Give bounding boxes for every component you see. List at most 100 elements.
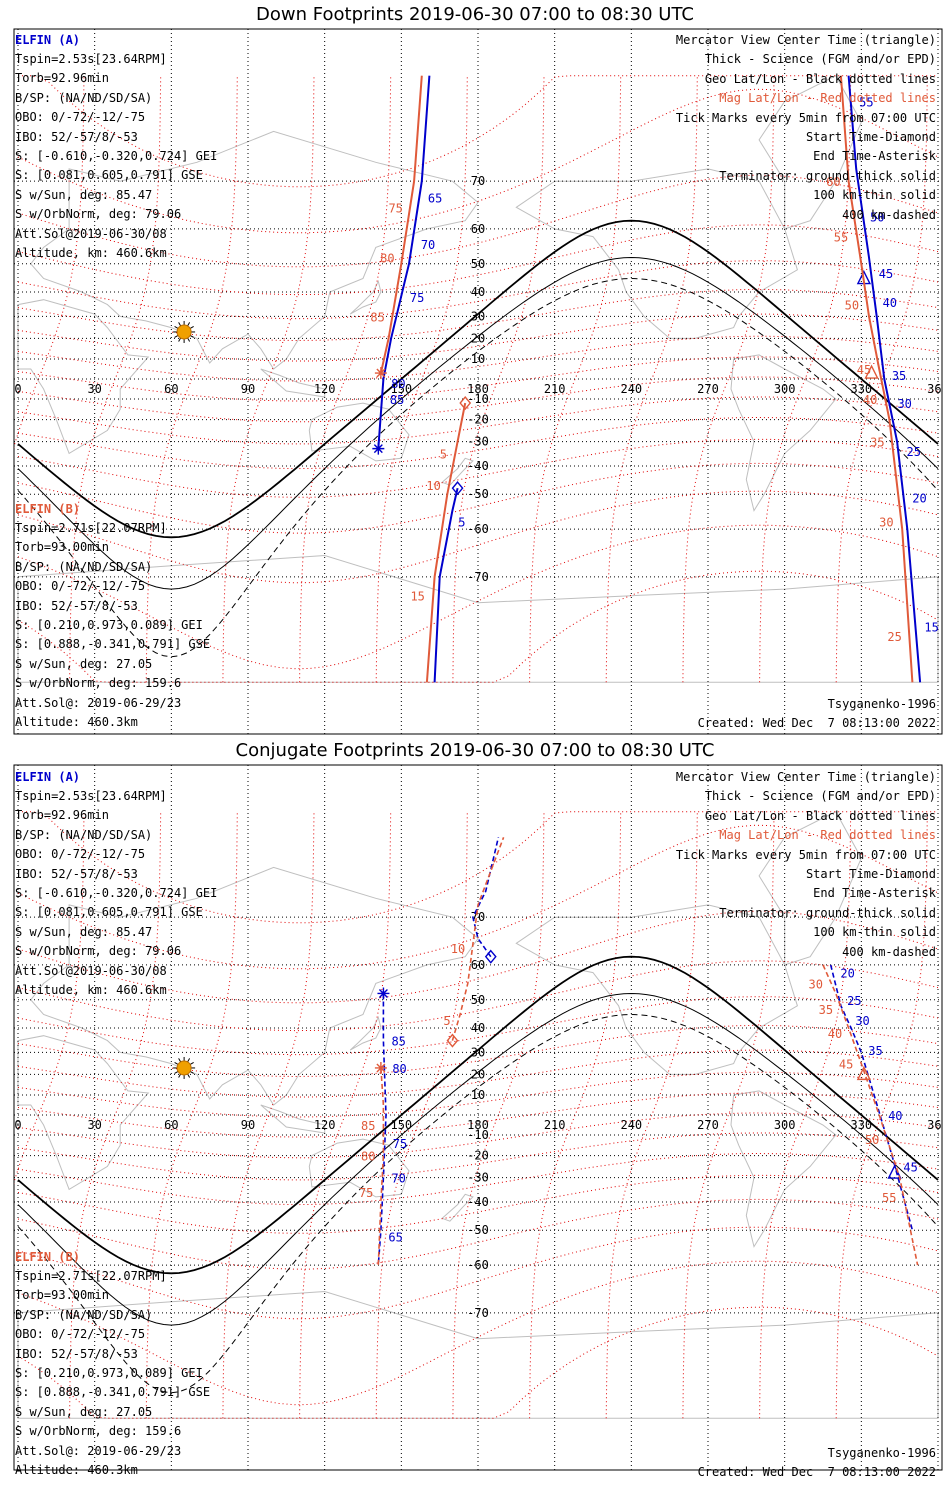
created-label: Created: Wed Dec 7 08:13:00 2022 xyxy=(697,716,936,730)
coastline xyxy=(17,1290,939,1419)
mag-parallel xyxy=(17,174,939,268)
x-tick-label: 150 xyxy=(390,382,412,396)
start-diamond-marker xyxy=(446,1033,459,1048)
x-tick-label: 300 xyxy=(774,1118,796,1132)
info-line: Tspin=2.53s[23.64RPM] xyxy=(15,789,167,803)
x-tick-label: 150 xyxy=(390,1118,412,1132)
y-tick-label: 20 xyxy=(471,1067,485,1081)
footprint-tick-label: 60 xyxy=(826,175,840,189)
info-line: Att.Sol@: 2019-06-29/23 xyxy=(15,695,182,710)
y-tick-label: 30 xyxy=(471,309,485,323)
map-legend: Mercator View Center Time (triangle) Thic… xyxy=(676,768,936,962)
info-line: Tspin=2.71s[22.07RPM] xyxy=(15,521,167,535)
terminator-ground xyxy=(17,219,939,539)
legend-line: Start Time-Diamond xyxy=(805,130,936,145)
y-tick-label: -20 xyxy=(467,1149,489,1163)
info-line: IBO: 52/-57/8/-53 xyxy=(15,866,138,881)
legend-line: Mercator View Center Time (triangle) xyxy=(675,33,936,47)
terminator-400-km xyxy=(17,1013,939,1394)
legend-line: Terminator: ground-thick solid xyxy=(719,905,936,920)
y-tick-label: -50 xyxy=(467,487,489,501)
footprint-tick-label: 40 xyxy=(888,1109,902,1123)
info-line: Torb=93.00min xyxy=(15,540,109,555)
info-line: S: [0.081,0.605,0.791] GSE xyxy=(15,905,203,920)
footprint-tick-label: 75 xyxy=(359,1186,373,1200)
info-line: Tspin=2.53s[23.64RPM] xyxy=(15,52,167,66)
map-body: 0 30 60 90 120 150 180 210 240 270 300 330 360 -70 -60… xyxy=(14,29,942,734)
legend-line: Mag Lat/Lon - Red dotted lines xyxy=(719,91,936,106)
x-tick-label: 120 xyxy=(314,1118,336,1132)
y-tick-label: -60 xyxy=(467,522,489,536)
info-line: S w/OrbNorm, deg: 159.6 xyxy=(15,676,182,691)
footprint-tick-label: 30 xyxy=(855,1014,869,1028)
footprint-series xyxy=(377,75,431,449)
coastline xyxy=(17,554,939,683)
created-label: Created: Wed Dec 7 08:13:00 2022 xyxy=(697,1465,936,1479)
legend-line: Geo Lat/Lon - Black dotted lines xyxy=(704,808,936,823)
legend-line: Mag Lat/Lon - Red dotted lines xyxy=(719,828,936,843)
sun-icon xyxy=(176,324,192,340)
end-asterisk-marker xyxy=(374,1061,387,1074)
x-tick-label: 330 xyxy=(850,1118,872,1132)
footprint-tick-label: 80 xyxy=(380,251,394,265)
footprint-tick-label: 30 xyxy=(809,977,823,991)
panel-title-down: Down Footprints 2019-06-30 07:00 to 08:3… xyxy=(256,4,694,25)
y-tick-label: 50 xyxy=(471,257,485,271)
footprint-series xyxy=(377,1067,385,1266)
x-tick-label: 90 xyxy=(241,1118,255,1132)
footprint-tick-label: 85 xyxy=(361,1119,375,1133)
info-line: B/SP: (NA/ND/SD/SA) xyxy=(15,827,153,842)
x-tick-label: 210 xyxy=(544,1118,566,1132)
panel-title-conjugate: Conjugate Footprints 2019-06-30 07:00 to… xyxy=(235,740,715,761)
elfin-b-name: ELFIN (B) xyxy=(15,502,81,516)
footprint-tick-label: 45 xyxy=(839,1058,853,1072)
footprint-tick-label: 45 xyxy=(903,1160,917,1174)
footprint-tick-label: 30 xyxy=(879,515,893,529)
legend-line: Start Time-Diamond xyxy=(805,867,936,882)
x-tick-label: 30 xyxy=(87,1118,101,1132)
start-diamond-marker xyxy=(484,949,497,964)
info-line: S: [0.210,0.973,0.089] GEI xyxy=(15,618,203,633)
info-line: OBO: 0/-72/-12/-75 xyxy=(15,110,146,125)
info-line: Torb=92.96min xyxy=(15,808,109,823)
map-legend: Mercator View Center Time (triangle) Thic… xyxy=(676,31,936,225)
elfin-a-name: ELFIN (A) xyxy=(15,33,81,47)
coastline xyxy=(758,75,862,230)
y-tick-label: 10 xyxy=(471,1088,485,1102)
mag-parallel xyxy=(17,960,939,1032)
info-line: OBO: 0/-72/-12/-75 xyxy=(15,1327,146,1342)
x-tick-label: 90 xyxy=(241,382,255,396)
legend-line: 400 km-dashed xyxy=(842,207,936,222)
mag-parallel xyxy=(17,1226,939,1320)
y-tick-label: -30 xyxy=(467,435,489,449)
footprint-tick-label: 55 xyxy=(882,1191,896,1205)
footprint-tick-label: 40 xyxy=(828,1027,842,1041)
footprint-series xyxy=(377,993,387,1266)
y-tick-label: 50 xyxy=(471,993,485,1007)
footprint-series xyxy=(822,964,919,1266)
elfin-b-info: Tspin=2.71s[22.07RPM] Torb=93.00min B/SP: … xyxy=(15,519,210,732)
coastline xyxy=(758,811,862,966)
mag-parallel xyxy=(17,910,939,1004)
footprint-tick-label: 20 xyxy=(840,967,854,981)
y-tick-label: -20 xyxy=(467,413,489,427)
y-tick-label: -10 xyxy=(467,1128,489,1142)
footprint-tick-label: 25 xyxy=(887,630,901,644)
x-tick-label: 300 xyxy=(774,382,796,396)
info-line: S w/Sun, deg: 85.47 xyxy=(15,924,153,939)
coastline xyxy=(349,279,382,315)
footprint-tick-label: 35 xyxy=(892,369,906,383)
map-body: 0 30 60 90 120 150 180 210 240 270 300 330 360 -70 -60… xyxy=(14,765,942,1470)
legend-line: 400 km-dashed xyxy=(842,944,936,959)
coastline xyxy=(441,1193,474,1222)
y-tick-label: 60 xyxy=(471,958,485,972)
legend-line: End Time-Asterisk xyxy=(813,149,936,164)
info-line: B/SP: (NA/ND/SD/SA) xyxy=(15,1307,153,1322)
mag-parallel xyxy=(17,224,939,296)
info-line: Altitude: 460.3km xyxy=(15,715,138,730)
footprint-tick-label: 35 xyxy=(870,436,884,450)
coastline xyxy=(308,402,410,462)
elfin-a-info: Tspin=2.53s[23.64RPM] Torb=92.96min B/SP: … xyxy=(15,787,217,1000)
legend-line: Thick - Science (FGM and/or EPD) xyxy=(704,789,936,804)
